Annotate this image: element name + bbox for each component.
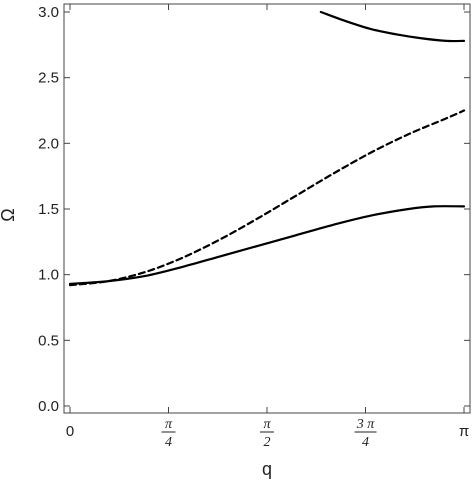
x-axis-label: q: [262, 459, 272, 479]
series-layer: [68, 10, 466, 287]
series-line-3: [319, 10, 466, 43]
x-tick-label-numerator: π: [263, 417, 271, 432]
y-tick-label: 2.0: [38, 135, 59, 152]
series-line-1: [68, 205, 466, 285]
y-axis-ticks: 0.0 0.5 1.0 1.5 2.0 2.5 3.0: [38, 4, 470, 415]
x-tick-label-numerator: π: [165, 417, 173, 432]
y-tick-label: 1.5: [38, 201, 59, 218]
x-tick-label-denominator: 2: [264, 435, 271, 450]
x-tick-label: 0: [66, 423, 74, 440]
series-line-2: [68, 109, 466, 287]
x-tick-label: π: [459, 423, 469, 440]
x-tick-label-denominator: 4: [362, 435, 369, 450]
y-axis-label: Ω: [0, 208, 18, 221]
x-axis-ticks: 0 π 4 π 2 3 π 4 π: [66, 4, 469, 450]
x-tick-label-denominator: 4: [165, 435, 172, 450]
y-tick-label: 3.0: [38, 4, 59, 21]
y-tick-label: 0.0: [38, 398, 59, 415]
y-tick-label: 2.5: [38, 70, 59, 87]
x-tick-label-numerator: 3 π: [356, 417, 376, 432]
y-tick-label: 1.0: [38, 267, 59, 284]
y-tick-label: 0.5: [38, 332, 59, 349]
